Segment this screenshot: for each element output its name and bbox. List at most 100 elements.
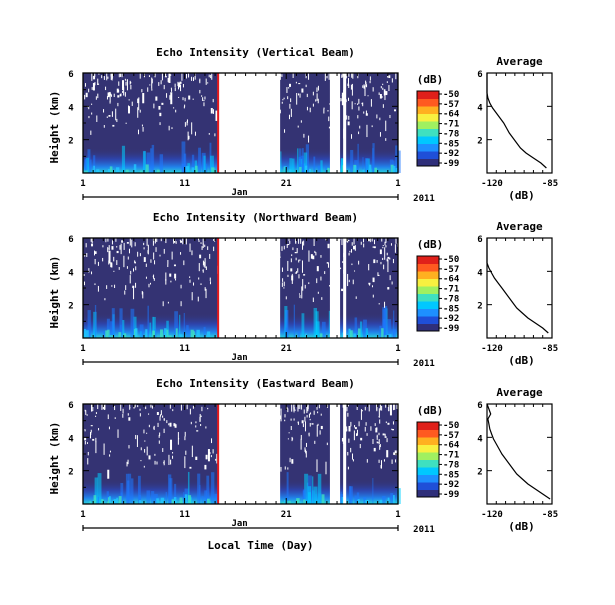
no-echo-speckle bbox=[91, 87, 93, 90]
echo-plume-strong bbox=[134, 328, 138, 338]
y-tick-label: 4 bbox=[68, 103, 74, 113]
no-echo-speckle bbox=[386, 252, 388, 256]
no-echo-speckle bbox=[201, 406, 203, 412]
no-echo-speckle bbox=[284, 129, 286, 133]
no-echo-speckle bbox=[92, 438, 95, 441]
no-echo-speckle bbox=[156, 238, 158, 242]
echo-plume bbox=[205, 163, 208, 173]
no-echo-speckle bbox=[351, 134, 353, 139]
echo-plume-strong bbox=[387, 497, 390, 504]
echo-plume-strong bbox=[107, 497, 110, 504]
no-echo-speckle bbox=[134, 261, 136, 264]
no-echo-speckle bbox=[304, 284, 306, 289]
no-echo-speckle bbox=[107, 76, 109, 79]
no-echo-speckle bbox=[180, 404, 182, 411]
no-echo-speckle bbox=[396, 404, 398, 409]
echo-plume bbox=[165, 492, 167, 504]
no-echo-speckle bbox=[305, 442, 307, 447]
echo-plume bbox=[119, 308, 123, 338]
no-echo-speckle bbox=[386, 258, 388, 262]
colorbar-tick-label: -50 bbox=[443, 421, 459, 431]
no-echo-speckle bbox=[202, 238, 204, 245]
x-tick-label: 1 bbox=[80, 179, 85, 189]
echo-plume bbox=[191, 154, 195, 173]
no-echo-speckle bbox=[198, 277, 200, 280]
echo-plume-strong bbox=[287, 500, 291, 504]
no-echo-speckle bbox=[91, 103, 93, 105]
echo-plume-strong bbox=[319, 333, 323, 338]
no-echo-speckle bbox=[173, 424, 175, 426]
no-echo-speckle bbox=[297, 404, 299, 412]
no-echo-speckle bbox=[376, 114, 378, 119]
no-echo-speckle bbox=[111, 73, 113, 81]
echo-plume bbox=[350, 149, 354, 173]
no-echo-speckle bbox=[380, 460, 382, 469]
no-echo-speckle bbox=[302, 423, 304, 428]
no-echo-speckle bbox=[327, 263, 329, 268]
echo-plume bbox=[121, 145, 126, 173]
no-echo-speckle bbox=[133, 405, 135, 409]
colorbar-swatch bbox=[417, 437, 439, 445]
no-echo-speckle bbox=[392, 404, 394, 411]
no-echo-speckle bbox=[158, 434, 160, 438]
no-echo-speckle bbox=[290, 268, 293, 272]
no-echo-speckle bbox=[320, 425, 323, 430]
no-echo-speckle bbox=[147, 250, 149, 254]
colorbar-tick-label: -92 bbox=[443, 149, 459, 159]
no-echo-speckle bbox=[353, 238, 355, 245]
no-echo-speckle bbox=[135, 266, 137, 271]
no-echo-speckle bbox=[111, 240, 113, 245]
no-echo-speckle bbox=[119, 245, 121, 250]
no-echo-speckle bbox=[372, 246, 375, 248]
no-echo-speckle bbox=[123, 255, 125, 268]
no-echo-speckle bbox=[197, 296, 199, 302]
no-echo-speckle bbox=[325, 238, 327, 241]
no-echo-speckle bbox=[289, 457, 291, 463]
no-echo-speckle bbox=[108, 250, 111, 264]
no-echo-speckle bbox=[204, 464, 207, 470]
echo-plume bbox=[307, 486, 312, 504]
no-echo-speckle bbox=[282, 278, 284, 282]
colorbar-swatch bbox=[417, 91, 439, 99]
no-echo-speckle bbox=[86, 414, 88, 416]
no-echo-speckle bbox=[117, 102, 119, 107]
no-echo-speckle bbox=[126, 266, 128, 269]
echo-plume-strong bbox=[354, 165, 357, 173]
no-echo-speckle bbox=[394, 109, 397, 112]
echo-plume bbox=[365, 328, 369, 338]
echo-plume bbox=[204, 490, 208, 504]
echo-plume bbox=[301, 313, 305, 338]
no-echo-speckle bbox=[103, 443, 105, 455]
no-echo-speckle bbox=[386, 91, 388, 94]
echo-plume bbox=[138, 495, 142, 504]
no-echo-speckle bbox=[358, 131, 360, 135]
echo-plume-strong bbox=[83, 328, 86, 338]
no-echo-speckle bbox=[134, 404, 136, 408]
echo-plume bbox=[93, 155, 96, 173]
echo-plume-strong bbox=[186, 502, 189, 504]
no-echo-speckle bbox=[171, 251, 173, 260]
echo-plume-strong bbox=[284, 166, 287, 173]
no-echo-speckle bbox=[103, 405, 105, 411]
no-echo-speckle bbox=[122, 408, 124, 414]
y-tick-label: 6 bbox=[68, 70, 73, 80]
echo-plume-strong bbox=[154, 170, 156, 173]
no-echo-speckle bbox=[382, 246, 384, 249]
echo-plume-strong bbox=[384, 335, 387, 338]
no-echo-speckle bbox=[98, 73, 100, 75]
colorbar-tick-label: -78 bbox=[443, 294, 459, 304]
colorbar-swatch bbox=[417, 301, 439, 309]
echo-plume bbox=[94, 304, 97, 338]
no-echo-speckle bbox=[127, 105, 129, 110]
data-gap bbox=[329, 238, 341, 338]
no-echo-speckle bbox=[368, 264, 370, 271]
no-echo-speckle bbox=[210, 74, 212, 79]
no-echo-speckle bbox=[208, 74, 210, 78]
colorbar-tick-label: -57 bbox=[443, 100, 459, 110]
no-echo-speckle bbox=[95, 441, 97, 454]
x-tick-label: 21 bbox=[281, 344, 292, 354]
echo-plume-strong bbox=[349, 330, 353, 338]
no-echo-speckle bbox=[91, 404, 93, 412]
no-echo-speckle bbox=[283, 281, 285, 287]
no-echo-speckle bbox=[298, 274, 300, 279]
